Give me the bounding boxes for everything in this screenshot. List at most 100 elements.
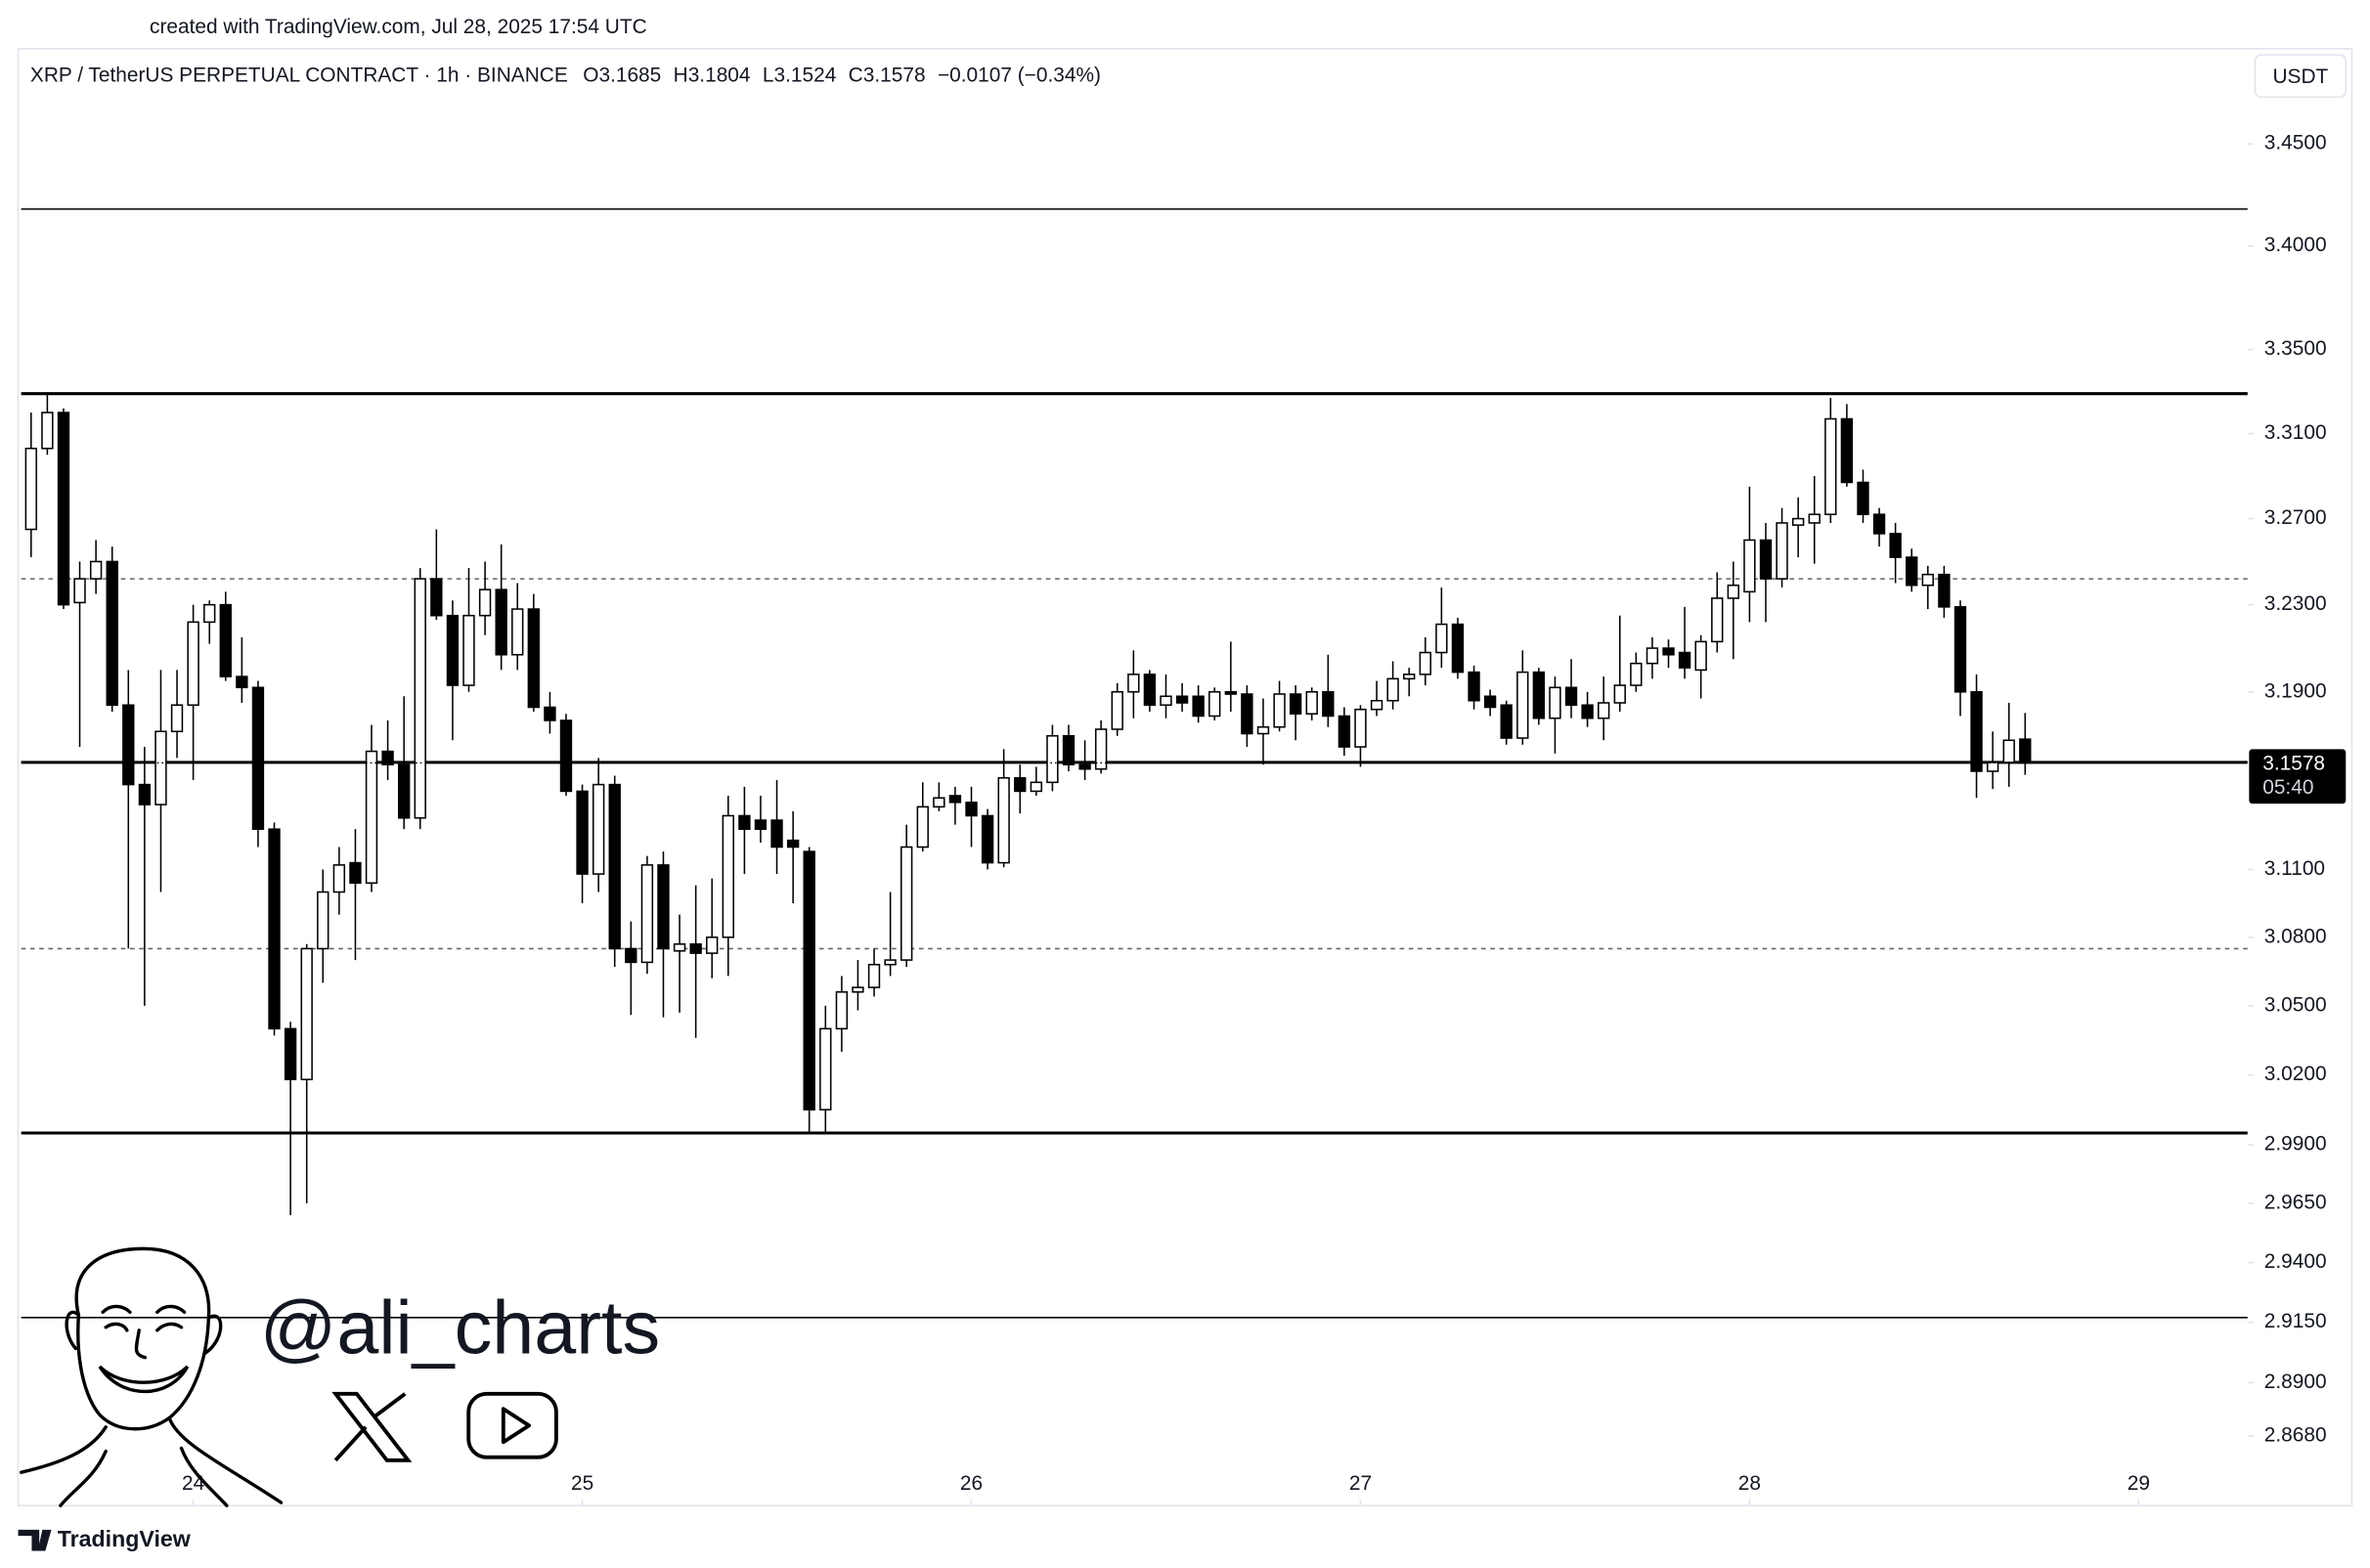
- y-tick-label: 2.9650: [2264, 1192, 2327, 1214]
- candle-body: [1581, 704, 1594, 719]
- candle-body: [1014, 776, 1027, 793]
- candle-body: [495, 588, 507, 656]
- ohlc-value: 3.1524: [774, 64, 837, 86]
- candle-body: [219, 603, 232, 677]
- candle-body: [576, 790, 589, 875]
- candle-body: [1386, 677, 1399, 702]
- candle-body: [867, 963, 881, 988]
- chart-frame: [17, 48, 2353, 1506]
- candle-body: [1630, 662, 1643, 686]
- y-tick-label: 3.0800: [2264, 925, 2327, 947]
- candle-body: [1694, 640, 1707, 672]
- candle-body: [786, 839, 800, 849]
- brand-logo: [18, 1529, 52, 1551]
- candle-body: [154, 730, 167, 806]
- candle-body: [1370, 699, 1383, 711]
- y-tick-label: 3.4000: [2264, 234, 2327, 256]
- youtube-logo[interactable]: [466, 1391, 558, 1459]
- y-tick-label: 3.2300: [2264, 592, 2327, 615]
- candle-body: [332, 864, 346, 893]
- candle-body: [462, 614, 475, 686]
- candle-body: [1111, 690, 1123, 730]
- candle-body: [916, 806, 929, 849]
- candle-body: [1046, 734, 1059, 784]
- currency[interactable]: USDT: [2272, 65, 2328, 88]
- watermark: created with TradingView.com, Jul 28, 20…: [150, 16, 647, 38]
- candle-body: [1435, 623, 1448, 654]
- candle-body: [1938, 573, 1951, 608]
- candle-body: [2002, 739, 2015, 763]
- y-tick-label: 3.0200: [2264, 1063, 2327, 1085]
- candle-body: [381, 750, 394, 765]
- candle-body: [1759, 539, 1773, 580]
- ohlc-value: 3.1685: [598, 64, 661, 86]
- candle-body: [1727, 584, 1739, 599]
- candle-body: [706, 936, 719, 954]
- candle-body: [1808, 513, 1821, 524]
- candle-body: [138, 783, 152, 806]
- candle-body: [1256, 725, 1270, 735]
- y-tick-label: 2.8900: [2264, 1371, 2327, 1393]
- candle-body: [1354, 708, 1367, 748]
- candle-body: [1419, 651, 1431, 675]
- candle-body: [446, 614, 460, 686]
- y-tick-label: 3.1900: [2264, 679, 2327, 702]
- ohlc-key: O: [583, 64, 598, 86]
- candle-body: [203, 603, 216, 624]
- y-tick-label: 3.3500: [2264, 337, 2327, 360]
- candle-body: [1776, 522, 1788, 580]
- y-tick-label: 2.8680: [2264, 1423, 2327, 1446]
- handle: @ali_charts: [260, 1285, 660, 1370]
- ohlc-value: 3.1578: [863, 64, 926, 86]
- x-tick-label: 25: [571, 1472, 593, 1495]
- candle-body: [1094, 728, 1108, 770]
- candle-body: [625, 947, 637, 964]
- candle-body: [1824, 417, 1837, 515]
- y-tick-label: 3.0500: [2264, 993, 2327, 1016]
- countdown: 05:40: [2262, 776, 2313, 799]
- candle-body: [1289, 693, 1302, 715]
- candle-body: [300, 947, 313, 1081]
- y-tick-label: 3.4500: [2264, 132, 2327, 154]
- x-logo[interactable]: [331, 1391, 413, 1462]
- candle-body: [1030, 781, 1043, 793]
- candle-body: [251, 686, 265, 830]
- ohlc-value: 3.1804: [688, 64, 751, 86]
- y-tick-label: 3.3100: [2264, 421, 2327, 444]
- candle-body: [106, 560, 118, 707]
- candle-body: [1483, 695, 1497, 709]
- candle-body: [657, 864, 670, 950]
- candle-body: [1970, 690, 1983, 772]
- currency-button[interactable]: [2254, 54, 2348, 99]
- candle-body: [900, 846, 913, 961]
- candle-body: [414, 578, 426, 819]
- candle-body: [1872, 513, 1886, 535]
- change: −0.0107 (−0.34%): [938, 64, 1101, 86]
- candle-body: [2019, 738, 2032, 764]
- symbol: XRP / TetherUS PERPETUAL CONTRACT · 1h ·…: [30, 64, 568, 86]
- candle-body: [398, 763, 411, 819]
- candle-body: [592, 783, 605, 875]
- candle-body: [1273, 693, 1286, 728]
- candle-body: [1338, 715, 1351, 748]
- x-tick-label: 24: [182, 1472, 204, 1495]
- candle-body: [89, 560, 103, 580]
- candle-body: [349, 861, 362, 885]
- candle-body: [608, 783, 621, 950]
- ohlc-key: L: [763, 64, 774, 86]
- candle-body: [1192, 695, 1205, 718]
- candle-body: [1468, 671, 1480, 702]
- candle-body: [1516, 671, 1529, 739]
- candle-body: [268, 828, 281, 1030]
- candle-body: [1646, 647, 1659, 665]
- candle-body: [1403, 674, 1416, 680]
- candle-body: [1532, 671, 1546, 719]
- candle-body: [689, 943, 702, 954]
- candle-body: [965, 802, 978, 817]
- candle-body: [948, 795, 962, 804]
- candle-body: [559, 719, 573, 793]
- candle-body: [1160, 695, 1172, 707]
- y-tick-label: 2.9400: [2264, 1250, 2327, 1273]
- ohlc-key: C: [849, 64, 863, 86]
